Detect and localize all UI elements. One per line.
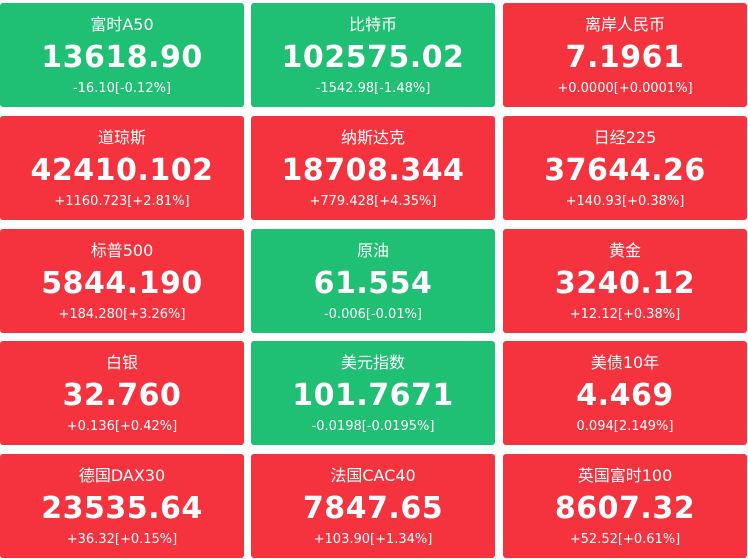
quote-change: +36.32[+0.15%]: [66, 532, 178, 547]
quote-price: 8607.32: [554, 491, 696, 526]
quote-name: 道琼斯: [97, 128, 146, 147]
quote-name: 法国CAC40: [330, 466, 416, 485]
quote-change: -0.0198[-0.0195%]: [311, 419, 435, 434]
quote-price: 101.7671: [292, 378, 454, 413]
quote-change: +140.93[+0.38%]: [565, 194, 685, 209]
quote-price: 23535.64: [41, 491, 203, 526]
quote-change: 0.094[2.149%]: [576, 419, 674, 434]
quote-tile[interactable]: 法国CAC40 7847.65 +103.90[+1.34%]: [251, 454, 495, 558]
quote-name: 日经225: [593, 128, 657, 147]
quote-tile[interactable]: 美元指数 101.7671 -0.0198[-0.0195%]: [251, 341, 495, 445]
quote-tile[interactable]: 原油 61.554 -0.006[-0.01%]: [251, 229, 495, 333]
quote-change: +12.12[+0.38%]: [569, 307, 681, 322]
quote-change: +779.428[+4.35%]: [309, 194, 437, 209]
quote-name: 纳斯达克: [340, 128, 405, 147]
quote-tile[interactable]: 道琼斯 42410.102 +1160.723[+2.81%]: [0, 116, 244, 220]
quote-change: +103.90[+1.34%]: [313, 532, 433, 547]
quote-change: +184.280[+3.26%]: [58, 307, 186, 322]
quote-tile[interactable]: 纳斯达克 18708.344 +779.428[+4.35%]: [251, 116, 495, 220]
quote-tile[interactable]: 比特币 102575.02 -1542.98[-1.48%]: [251, 3, 495, 107]
quote-name: 富时A50: [90, 15, 154, 34]
quote-price: 7847.65: [302, 491, 444, 526]
quote-change: +1160.723[+2.81%]: [54, 194, 190, 209]
quote-change: -1542.98[-1.48%]: [315, 81, 431, 96]
quote-name: 德国DAX30: [78, 466, 166, 485]
quote-price: 61.554: [313, 266, 433, 301]
quote-name: 白银: [105, 353, 138, 372]
quote-price: 37644.26: [544, 153, 706, 188]
quote-price: 32.760: [62, 378, 182, 413]
quote-tile[interactable]: 美债10年 4.469 0.094[2.149%]: [503, 341, 747, 445]
quote-price: 4.469: [576, 378, 674, 413]
quote-change: -16.10[-0.12%]: [72, 81, 172, 96]
quote-tile[interactable]: 英国富时100 8607.32 +52.52[+0.61%]: [503, 454, 747, 558]
quote-price: 102575.02: [281, 40, 465, 75]
quote-price: 13618.90: [41, 40, 203, 75]
quote-price: 18708.344: [281, 153, 465, 188]
quote-tile[interactable]: 标普500 5844.190 +184.280[+3.26%]: [0, 229, 244, 333]
quote-name: 比特币: [348, 15, 397, 34]
quote-change: +0.136[+0.42%]: [66, 419, 178, 434]
quote-tile[interactable]: 德国DAX30 23535.64 +36.32[+0.15%]: [0, 454, 244, 558]
quote-name: 标普500: [90, 241, 154, 260]
quote-name: 离岸人民币: [584, 15, 665, 34]
quote-price: 7.1961: [565, 40, 685, 75]
quote-name: 英国富时100: [577, 466, 673, 485]
quote-price: 5844.190: [41, 266, 203, 301]
quote-name: 黄金: [608, 241, 641, 260]
quote-name: 美元指数: [340, 353, 405, 372]
quote-name: 原油: [356, 241, 389, 260]
quote-tile[interactable]: 离岸人民币 7.1961 +0.0000[+0.0001%]: [503, 3, 747, 107]
quote-change: +0.0000[+0.0001%]: [557, 81, 693, 96]
quote-price: 42410.102: [30, 153, 214, 188]
quote-change: +52.52[+0.61%]: [569, 532, 681, 547]
quote-tile[interactable]: 白银 32.760 +0.136[+0.42%]: [0, 341, 244, 445]
quote-name: 美债10年: [590, 353, 660, 372]
quote-tile[interactable]: 日经225 37644.26 +140.93[+0.38%]: [503, 116, 747, 220]
quote-tile[interactable]: 富时A50 13618.90 -16.10[-0.12%]: [0, 3, 244, 107]
quote-price: 3240.12: [554, 266, 696, 301]
quote-tile[interactable]: 黄金 3240.12 +12.12[+0.38%]: [503, 229, 747, 333]
quote-change: -0.006[-0.01%]: [323, 307, 423, 322]
